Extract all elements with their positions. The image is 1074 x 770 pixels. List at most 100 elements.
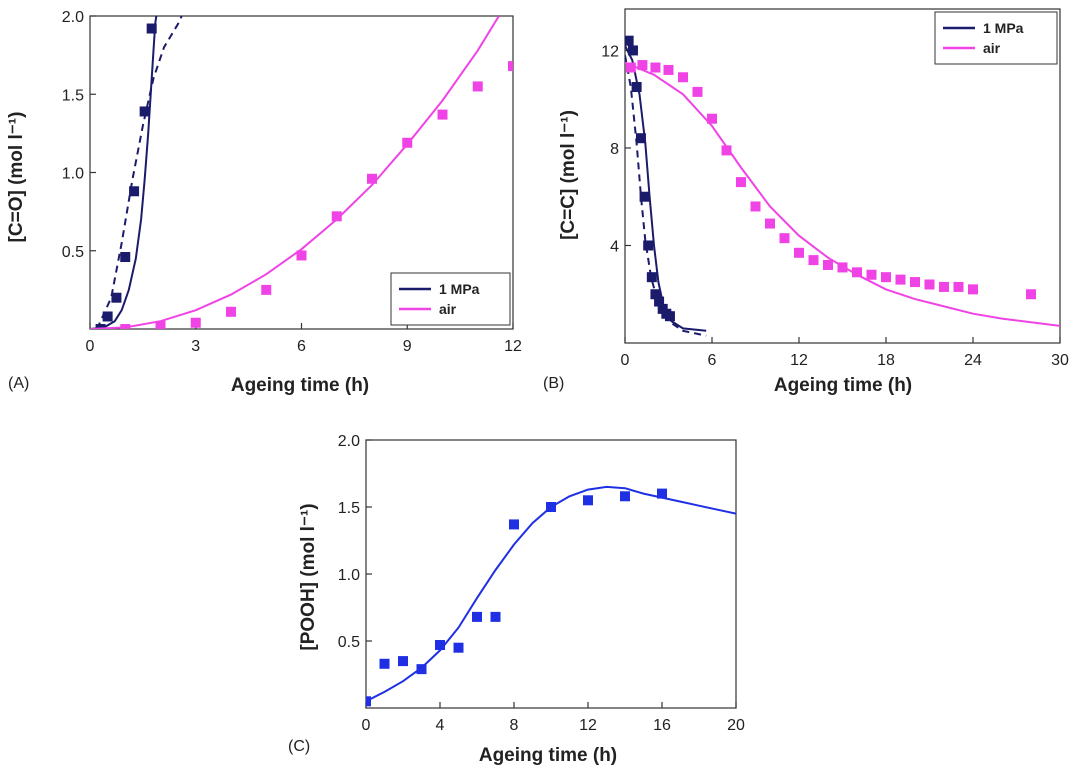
data-point [453,642,464,653]
data-point [968,284,978,295]
data-point [692,86,703,97]
panel-label-a: (A) [8,375,29,392]
legend-label: 1 MPa [983,20,1024,36]
x-tick-label: 0 [362,717,371,734]
data-point [895,274,906,285]
data-point [631,82,642,93]
x-tick-label: 12 [579,717,597,734]
data-point [707,113,717,124]
data-point [823,259,833,270]
x-axis-title-a: Ageing time (h) [231,375,369,396]
data-point [416,664,427,675]
y-tick-label: 12 [601,43,619,60]
x-tick-label: 6 [297,338,306,355]
data-point [808,255,819,266]
x-axis-title-b: Ageing time (h) [774,375,912,396]
data-point [95,324,106,329]
x-tick-label: 3 [191,338,200,355]
plot-frame [624,8,1061,344]
data-point [102,311,113,322]
data-point [881,272,891,283]
legend-box [934,11,1058,65]
x-tick-label: 16 [653,717,671,734]
x-tick-label: 0 [621,352,630,369]
y-tick-label: 1.0 [62,166,84,183]
data-point [437,109,448,120]
data-point [129,186,140,197]
data-point [637,60,648,71]
data-point [924,279,935,290]
x-tick-label: 20 [727,717,745,734]
legend-label: 1 MPa [439,281,480,297]
y-tick-label: 4 [610,238,619,255]
data-point [583,495,593,506]
panel-b: (B) Ageing time (h) [C=C] (mol l⁻¹) 0 6 12… [543,8,1069,396]
series-line-dashed [625,55,707,337]
legend-label: air [983,40,1001,56]
panel-label-b: (B) [543,375,564,392]
data-point [261,284,272,295]
data-point [678,72,688,83]
data-point [837,262,848,273]
data-point [120,324,131,329]
x-tick-label: 12 [790,352,808,369]
x-tick-label: 18 [877,352,895,369]
x-tick-label: 8 [510,717,519,734]
data-point [635,133,646,144]
data-point [779,233,790,244]
x-tick-label: 4 [436,717,445,734]
series-line-dashed [96,16,183,329]
data-point [939,281,949,292]
data-point [139,106,150,117]
data-point [435,640,445,651]
data-point [650,62,661,73]
data-point [721,145,732,156]
data-point [663,64,674,75]
legend-label: air [439,301,457,317]
data-point [509,519,519,530]
x-tick-label: 30 [1051,352,1069,369]
data-point [625,62,636,73]
x-tick-label: 9 [403,338,412,355]
data-point [866,269,877,280]
y-axis-title-b: [C=C] (mol l⁻¹) [558,110,579,240]
data-point [953,281,964,292]
data-point [472,611,482,622]
data-point [190,317,201,328]
data-point [367,173,377,184]
y-tick-label: 2.0 [338,433,360,450]
data-point [639,191,650,202]
data-point [664,311,675,322]
y-axis-title-c: [POOH] (mol l⁻¹) [298,503,319,650]
data-point [296,250,307,261]
data-point [620,491,630,502]
data-point [765,218,775,229]
data-point [402,137,413,148]
data-point [625,35,634,46]
y-tick-label: 0.5 [338,634,360,651]
data-point [852,267,862,278]
series-line [625,61,1060,327]
series-line [90,16,158,329]
y-tick-label: 8 [610,141,619,158]
data-point [794,247,804,258]
data-point [155,320,166,329]
data-point [736,177,746,188]
panel-label-c: (C) [288,738,310,755]
x-tick-label: 12 [504,338,522,355]
data-point [654,296,665,307]
data-point [398,656,408,667]
data-point [508,61,513,72]
data-point [646,272,657,283]
data-point [379,658,390,669]
y-tick-label: 1.0 [338,567,360,584]
y-tick-label: 0.5 [62,244,84,261]
data-point [657,488,667,499]
x-tick-label: 0 [86,338,95,355]
data-point [490,611,501,622]
data-point [472,81,483,92]
data-point [1026,289,1036,300]
panel-c: (C) Ageing time (h) [POOH] (mol l⁻¹) 0 4 8… [288,433,745,766]
data-point [650,289,661,300]
